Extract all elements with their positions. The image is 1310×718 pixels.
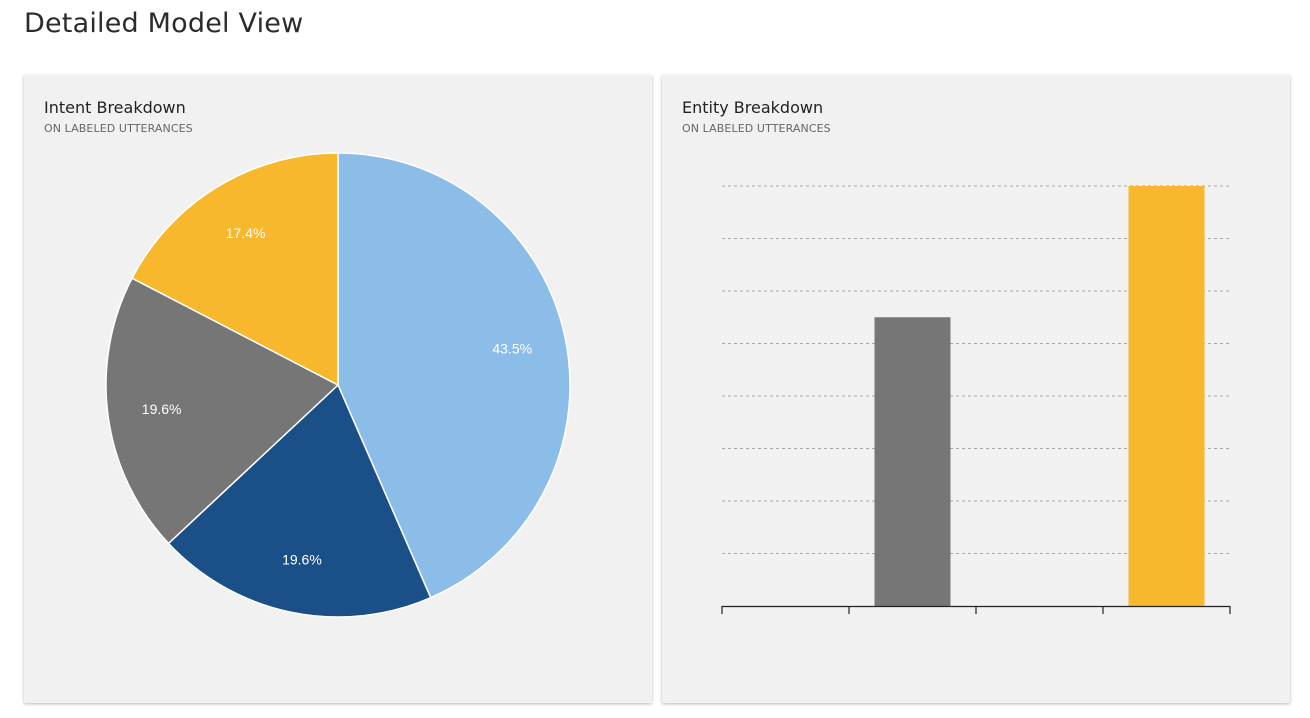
pie-slice-label: 19.6% xyxy=(282,551,322,567)
intent-pie-chart: 43.5% 19.6% 19.6% 17.4% xyxy=(105,152,571,618)
page-title: Detailed Model View xyxy=(24,8,304,39)
pie-slice-label: 43.5% xyxy=(492,341,532,357)
entity-card-subtitle: ON LABELED UTTERANCES xyxy=(682,122,831,135)
intent-card-title: Intent Breakdown xyxy=(44,98,186,117)
bar[interactable] xyxy=(1128,186,1205,606)
pie-slice[interactable] xyxy=(167,383,432,618)
pie-slice[interactable] xyxy=(131,152,339,387)
intent-card-subtitle: ON LABELED UTTERANCES xyxy=(44,122,193,135)
bar[interactable] xyxy=(874,317,951,606)
entity-bar-chart xyxy=(721,185,1231,614)
entity-breakdown-card: Entity Breakdown ON LABELED UTTERANCES xyxy=(662,75,1290,703)
intent-breakdown-card: Intent Breakdown ON LABELED UTTERANCES 4… xyxy=(24,75,652,703)
entity-card-title: Entity Breakdown xyxy=(682,98,824,117)
pie-slice-label: 19.6% xyxy=(142,401,182,417)
pie-slice[interactable] xyxy=(337,152,571,599)
pie-slice[interactable] xyxy=(105,277,340,545)
pie-slice-label: 17.4% xyxy=(226,225,266,241)
